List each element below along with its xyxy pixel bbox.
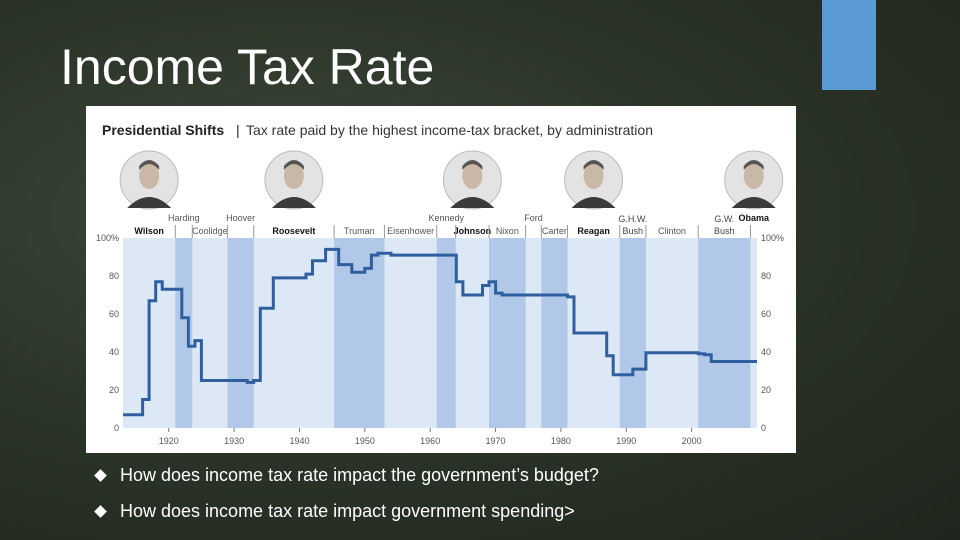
portrait-hair (283, 160, 304, 170)
admin-band (334, 238, 385, 428)
portrait-face (583, 163, 604, 189)
admin-band (436, 238, 456, 428)
admin-label: Johnson (454, 226, 492, 236)
portrait-face (743, 163, 764, 189)
admin-label: Bush (623, 226, 644, 236)
y-tick-label: 80 (109, 271, 119, 281)
chart-title-bold: Presidential Shifts (102, 122, 224, 138)
portrait-face (462, 163, 483, 189)
admin-label: Kennedy (428, 213, 464, 223)
portrait-hair (743, 160, 764, 170)
admin-band (541, 238, 568, 428)
x-tick-label: 1940 (289, 436, 309, 446)
portrait-hair (462, 160, 483, 170)
x-tick-label: 1990 (616, 436, 636, 446)
president-portrait (119, 150, 179, 210)
bullet-item: How does income tax rate impact governme… (94, 494, 896, 530)
president-portrait (564, 150, 624, 210)
portrait-shoulders (450, 197, 495, 208)
admin-bands (123, 238, 757, 428)
portrait-face (283, 163, 304, 189)
bullet-item: How does income tax rate impact the gove… (94, 458, 896, 494)
y-tick-label-right: 0 (761, 423, 766, 433)
portrait-shoulders (731, 197, 776, 208)
admin-band (698, 238, 751, 428)
y-tick-label-right: 20 (761, 385, 771, 395)
admin-band (227, 238, 254, 428)
president-portrait (264, 150, 324, 210)
admin-band (175, 238, 193, 428)
x-tick-label: 1970 (486, 436, 506, 446)
diamond-bullet-icon (94, 505, 107, 518)
x-tick-label: 2000 (682, 436, 702, 446)
accent-bar (822, 0, 876, 90)
y-tick-label: 40 (109, 347, 119, 357)
y-tick-label: 20 (109, 385, 119, 395)
bullet-text: How does income tax rate impact the gove… (120, 465, 599, 485)
portrait-shoulders (127, 197, 172, 208)
y-tick-label: 60 (109, 309, 119, 319)
admin-label: Wilson (134, 226, 163, 236)
admin-label: G.W. (714, 214, 734, 224)
portrait-hair (583, 160, 604, 170)
president-portrait (724, 150, 784, 210)
chart-title: Tax rate paid by the highest income-tax … (246, 122, 653, 138)
x-tick-label: 1920 (159, 436, 179, 446)
admin-band (489, 238, 526, 428)
diamond-bullet-icon (94, 469, 107, 482)
admin-label: Reagan (577, 226, 610, 236)
president-portraits (119, 150, 784, 210)
admin-label: Ford (524, 213, 543, 223)
chart-title-separator: | (236, 122, 240, 138)
admin-label: Roosevelt (272, 226, 315, 236)
admin-label: Carter (542, 226, 567, 236)
bullet-list: How does income tax rate impact the gove… (94, 458, 896, 530)
y-tick-label-right: 100% (761, 233, 784, 243)
admin-label: G.H.W. (618, 214, 647, 224)
y-tick-label: 100% (96, 233, 119, 243)
admin-label: Coolidge (192, 226, 228, 236)
chart-svg: Wilson Harding Coolidge Hoover Roosevelt Trum… (96, 122, 784, 446)
x-tick-label: 1980 (551, 436, 571, 446)
portrait-shoulders (271, 197, 316, 208)
admin-label: Nixon (496, 226, 519, 236)
portrait-shoulders (571, 197, 616, 208)
tax-rate-chart: Wilson Harding Coolidge Hoover Roosevelt Trum… (86, 106, 796, 453)
admin-labels: Wilson Harding Coolidge Hoover Roosevelt Trum… (134, 213, 770, 238)
x-tick-label: 1960 (420, 436, 440, 446)
x-tick-label: 1930 (224, 436, 244, 446)
admin-label: Obama (738, 213, 770, 223)
y-tick-label: 0 (114, 423, 119, 433)
bullet-text: How does income tax rate impact governme… (120, 501, 575, 521)
tax-rate-line (123, 247, 757, 417)
axis-ticks: 0 0 20 20 40 40 60 60 80 80 100% 100% 1920 1930 1940 19… (96, 233, 784, 446)
president-portrait (442, 150, 502, 210)
admin-label: Clinton (658, 226, 686, 236)
portrait-hair (139, 160, 160, 170)
y-tick-label-right: 60 (761, 309, 771, 319)
slide-title: Income Tax Rate (60, 39, 435, 95)
portrait-face (139, 163, 160, 189)
y-tick-label-right: 40 (761, 347, 771, 357)
admin-label: Harding (168, 213, 200, 223)
admin-label: Hoover (226, 213, 255, 223)
y-tick-label-right: 80 (761, 271, 771, 281)
x-tick-label: 1950 (355, 436, 375, 446)
admin-label: Bush (714, 226, 735, 236)
admin-band (619, 238, 646, 428)
admin-label: Eisenhower (387, 226, 434, 236)
admin-label: Truman (344, 226, 375, 236)
